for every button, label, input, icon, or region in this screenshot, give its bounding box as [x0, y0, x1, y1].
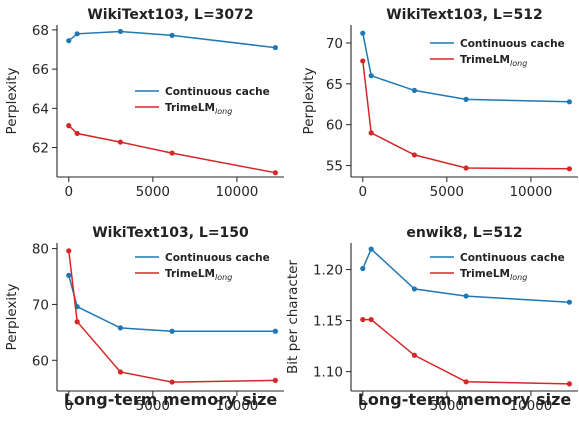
- y-tick-label: 64: [32, 101, 49, 117]
- x-tick-label: 5000: [430, 184, 464, 200]
- y-tick-label: 60: [326, 118, 343, 134]
- data-point-trime: [360, 58, 366, 64]
- y-tick-label: 55: [326, 159, 343, 175]
- data-point-continuous: [74, 31, 80, 37]
- chart-title: WikiText103, L=512: [386, 7, 543, 23]
- y-tick-label: 1.15: [313, 314, 343, 330]
- data-point-continuous: [169, 328, 175, 334]
- y-axis-label: Perplexity: [4, 284, 20, 351]
- x-tick-label: 0: [64, 398, 73, 414]
- data-point-continuous: [368, 73, 374, 79]
- legend-label-continuous: Continuous cache: [460, 252, 565, 264]
- data-point-continuous: [566, 299, 572, 305]
- subplot-1: WikiText103, L=3072 0 5000 10000 62 64 66 68 Per…: [4, 7, 284, 200]
- data-point-trime: [66, 123, 72, 129]
- subplot-4: enwik8, L=512 0 5000 10000 1.10 1.15 1.20 Bit p…: [285, 225, 578, 414]
- series-line-trime: [68, 125, 276, 174]
- data-point-continuous: [360, 265, 366, 272]
- y-tick-label: 1.20: [313, 263, 343, 279]
- data-point-continuous: [368, 246, 374, 252]
- y-tick-label: 62: [32, 141, 49, 157]
- series-line-trime: [362, 60, 570, 170]
- data-point-trime: [566, 381, 572, 387]
- x-tick-label: 0: [64, 184, 73, 200]
- data-point-continuous: [272, 44, 278, 51]
- x-tick-label: 10000: [509, 184, 552, 200]
- data-point-continuous: [117, 325, 124, 331]
- y-tick-label: 68: [32, 23, 49, 39]
- x-tick-label: 5000: [136, 184, 170, 200]
- y-tick-label: 65: [326, 77, 343, 93]
- y-axis-label: Perplexity: [301, 68, 317, 135]
- subplot-2: WikiText103, L=512 0 5000 10000 55 60 65 70 Perp…: [301, 7, 578, 200]
- series-line-continuous: [68, 275, 276, 332]
- data-point-trime: [74, 130, 80, 137]
- data-point-trime: [360, 316, 366, 323]
- x-tick-label: 0: [358, 398, 367, 414]
- data-point-continuous: [411, 87, 418, 93]
- legend-label-continuous: Continuous cache: [460, 38, 565, 50]
- y-tick-label: 80: [32, 242, 49, 258]
- y-tick-label: 1.10: [313, 365, 343, 381]
- x-tick-label: 5000: [136, 398, 170, 414]
- x-tick-label: 10000: [509, 398, 552, 414]
- y-tick-label: 70: [326, 36, 343, 52]
- data-point-trime: [117, 139, 124, 145]
- y-tick-label: 70: [32, 297, 49, 313]
- chart-title: WikiText103, L=150: [92, 225, 249, 241]
- data-point-trime: [463, 379, 469, 385]
- data-point-continuous: [463, 293, 469, 299]
- y-tick-label: 66: [32, 62, 49, 78]
- data-point-continuous: [272, 328, 278, 334]
- data-point-continuous: [66, 272, 72, 278]
- legend: Continuous cache TrimeLMlong: [135, 86, 270, 116]
- subplot-3: WikiText103, L=150 0 5000 10000 60 70 80 Perple…: [4, 225, 284, 414]
- data-point-trime: [169, 150, 175, 156]
- data-point-continuous: [169, 32, 175, 38]
- data-point-trime: [368, 316, 374, 323]
- y-axis-label: Perplexity: [4, 68, 20, 135]
- legend-label-trime: TrimeLMlong: [460, 268, 527, 282]
- data-point-continuous: [117, 28, 124, 35]
- legend-label-continuous: Continuous cache: [165, 86, 270, 98]
- x-axis-label: Long-term memory size: [64, 390, 278, 409]
- data-point-trime: [117, 369, 124, 375]
- legend-label-trime: TrimeLMlong: [165, 102, 232, 116]
- data-point-continuous: [566, 99, 572, 105]
- data-point-trime: [368, 130, 374, 136]
- legend-label-continuous: Continuous cache: [165, 252, 270, 264]
- legend-label-trime: TrimeLMlong: [460, 54, 527, 68]
- chart-title: WikiText103, L=3072: [87, 7, 253, 23]
- y-axis-label: Bit per character: [285, 260, 301, 374]
- legend-label-trime: TrimeLMlong: [165, 268, 232, 282]
- chart-title: enwik8, L=512: [406, 225, 522, 241]
- data-point-trime: [411, 352, 418, 358]
- x-tick-label: 5000: [430, 398, 464, 414]
- data-point-trime: [463, 165, 469, 171]
- legend: Continuous cache TrimeLMlong: [135, 252, 270, 282]
- data-point-trime: [272, 170, 278, 176]
- legend: Continuous cache TrimeLMlong: [430, 38, 565, 68]
- data-point-trime: [66, 248, 72, 254]
- x-axis-label: Long-term memory size: [358, 390, 572, 409]
- data-point-continuous: [360, 30, 366, 36]
- y-tick-label: 60: [32, 353, 49, 369]
- x-tick-label: 10000: [215, 184, 258, 200]
- data-point-trime: [74, 319, 80, 325]
- x-tick-label: 0: [358, 184, 367, 200]
- x-tick-label: 10000: [215, 398, 258, 414]
- data-point-continuous: [463, 96, 469, 102]
- data-point-trime: [411, 152, 418, 158]
- data-point-trime: [566, 166, 572, 172]
- data-point-continuous: [411, 286, 418, 292]
- series-line-trime: [362, 318, 570, 385]
- data-point-continuous: [66, 38, 72, 44]
- legend: Continuous cache TrimeLMlong: [430, 252, 565, 282]
- data-point-trime: [169, 379, 175, 385]
- data-point-trime: [272, 377, 278, 383]
